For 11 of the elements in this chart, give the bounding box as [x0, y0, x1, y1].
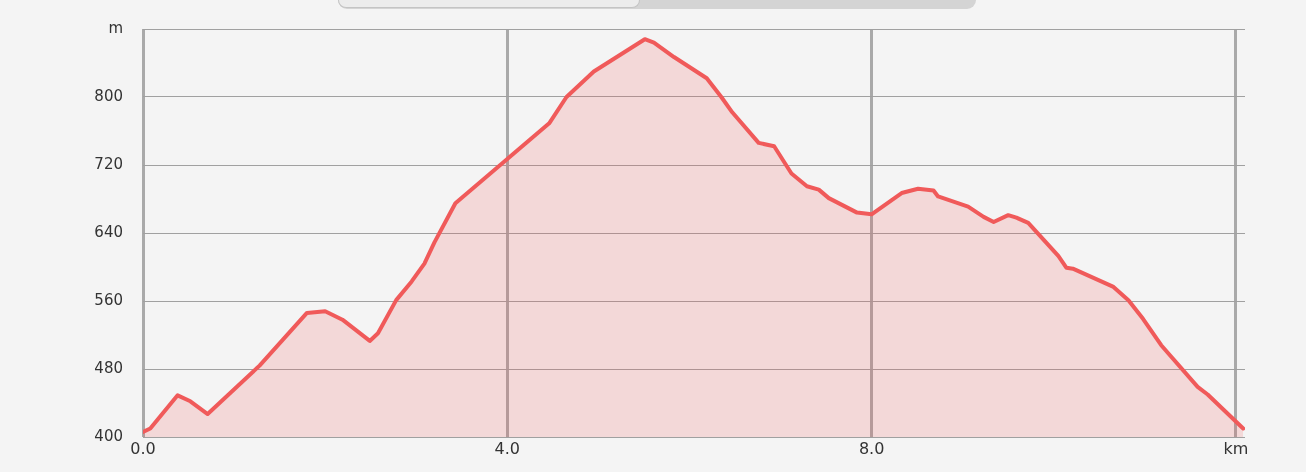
y-tick-label: 480: [94, 358, 123, 377]
y-tick-label: 640: [94, 222, 123, 241]
x-tick-label: 0.0: [130, 438, 156, 458]
y-tick-label: 560: [94, 290, 123, 309]
y-tick-label: m: [108, 18, 123, 37]
y-tick-label: 400: [94, 426, 123, 445]
y-tick-label: 800: [94, 86, 123, 105]
x-tick-label: km: [1223, 438, 1249, 458]
x-tick-label: 4.0: [494, 438, 521, 458]
x-tick-label: 8.0: [858, 438, 885, 458]
y-tick-label: 720: [94, 154, 123, 173]
